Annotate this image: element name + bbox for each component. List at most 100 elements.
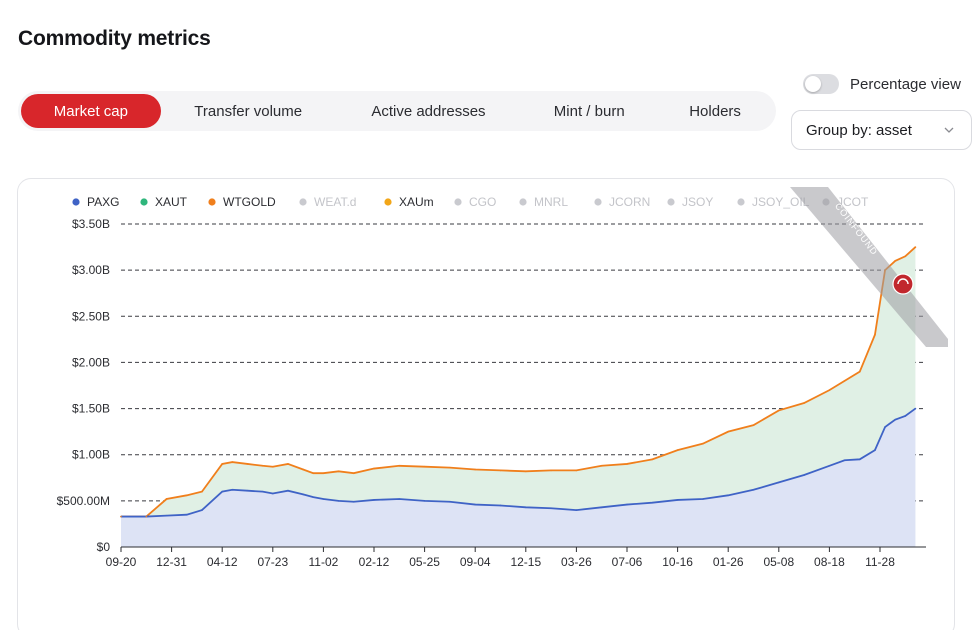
legend-item-cgo[interactable]: CGO: [469, 195, 496, 209]
paxg-point: [727, 494, 729, 497]
legend-marker-mnrl: [519, 198, 527, 206]
xaut-point: [702, 442, 704, 445]
legend-marker-jcorn: [594, 198, 602, 206]
percentage-view-toggle[interactable]: [803, 74, 839, 94]
paxg-point: [874, 449, 876, 451]
x-tick-label: 09-04: [460, 555, 491, 569]
paxg-point: [449, 500, 451, 503]
paxg-point: [201, 509, 203, 511]
legend-item-weatd[interactable]: WEAT.d: [314, 195, 356, 209]
paxg-point: [884, 426, 886, 428]
xaut-point: [398, 464, 401, 467]
xaut-area: [121, 247, 916, 517]
xaut-point: [752, 424, 755, 426]
legend-item-mnrl[interactable]: MNRL: [534, 195, 568, 209]
xaut-point: [499, 469, 502, 472]
x-tick-label: 05-08: [763, 555, 794, 569]
y-tick-label: $1.00B: [72, 448, 110, 462]
xaut-point: [626, 463, 628, 465]
legend-marker-cgo: [454, 198, 462, 206]
paxg-point: [894, 418, 896, 421]
xaut-point: [287, 463, 289, 465]
xaut-point: [651, 458, 654, 461]
legend-item-jcorn[interactable]: JCORN: [609, 195, 650, 209]
x-tick-label: 11-28: [865, 555, 895, 569]
xaut-point: [261, 464, 264, 467]
page-title: Commodity metrics: [18, 27, 211, 50]
xaut-point: [575, 469, 578, 472]
legend-item-jsoyoil[interactable]: JSOY_OIL: [752, 195, 810, 209]
legend-item-wtgold[interactable]: WTGOLD: [223, 195, 276, 209]
x-tick-label: 12-31: [156, 555, 187, 569]
xaut-point: [312, 472, 315, 474]
paxg-point: [525, 506, 527, 509]
legend-item-jcot[interactable]: JCOT: [837, 195, 869, 209]
legend-marker-jsoy: [667, 198, 675, 206]
paxg-point: [231, 488, 234, 491]
xaut-point: [165, 498, 168, 500]
y-tick-label: $3.00B: [72, 263, 110, 277]
paxg-point: [373, 499, 375, 501]
paxg-point: [312, 496, 315, 498]
paxg-point: [499, 504, 502, 507]
paxg-point: [398, 498, 401, 500]
chevron-down-icon: [944, 127, 954, 133]
paxg-point: [904, 415, 907, 417]
market-cap-chart: $0 $500.00M $1.00B $1.50B $2.00B $2.50B $3.00B…: [57, 187, 948, 569]
paxg-point: [803, 474, 805, 476]
paxg-point: [261, 490, 264, 493]
xaut-point: [550, 469, 552, 472]
legend-item-jsoy[interactable]: JSOY: [682, 195, 713, 209]
paxg-area: [121, 408, 916, 547]
tab-mint-burn[interactable]: Mint / burn: [553, 102, 625, 120]
chart-card: $0 $500.00M $1.00B $1.50B $2.00B $2.50B $3.00B…: [17, 178, 955, 630]
paxg-point: [246, 489, 249, 492]
paxg-point: [550, 507, 552, 510]
xaut-point: [231, 461, 234, 463]
paxg-point: [423, 500, 426, 502]
xaut-point: [727, 430, 729, 433]
xaut-point: [828, 389, 831, 391]
paxg-point: [474, 503, 477, 506]
tab-active-addresses[interactable]: Active addresses: [371, 102, 486, 120]
x-tick-label: 02-12: [359, 555, 390, 569]
percentage-view-control: Percentage view: [803, 74, 961, 94]
coinfound-logo-icon: [892, 273, 914, 295]
xaut-point: [337, 470, 340, 473]
group-by-select[interactable]: Group by: asset: [791, 110, 972, 150]
y-tick-label: $2.00B: [72, 355, 110, 369]
paxg-point: [843, 459, 846, 462]
percentage-view-label: Percentage view: [850, 75, 961, 93]
x-tick-label: 11-02: [308, 555, 338, 569]
xaut-point: [322, 472, 325, 474]
x-tick-label: 10-16: [662, 555, 693, 569]
legend-marker-jsoyoil: [737, 198, 745, 206]
y-tick-label: $3.50B: [72, 217, 110, 231]
xaut-point: [803, 402, 805, 404]
x-tick-label: 07-23: [257, 555, 288, 569]
paxg-point: [914, 407, 917, 410]
xaut-point: [423, 465, 426, 468]
y-tick-label: $1.50B: [72, 402, 110, 416]
paxg-point: [272, 492, 274, 495]
legend-marker-paxg: [72, 198, 80, 206]
legend-item-xaum[interactable]: XAUm: [399, 195, 434, 209]
paxg-point: [352, 500, 355, 503]
legend-item-xaut[interactable]: XAUT: [155, 195, 188, 209]
xaut-point: [449, 466, 451, 469]
y-tick-label: $2.50B: [72, 309, 110, 323]
tab-holders[interactable]: Holders: [689, 102, 741, 120]
paxg-point: [828, 464, 831, 467]
x-tick-label: 04-12: [207, 555, 238, 569]
x-tick-label: 01-26: [713, 555, 744, 569]
tab-market-cap[interactable]: Market cap: [21, 94, 161, 128]
legend-marker-xaum: [384, 198, 392, 206]
legend-item-paxg[interactable]: PAXG: [87, 195, 119, 209]
xaut-point: [874, 333, 876, 336]
xaut-point: [525, 470, 527, 473]
paxg-point: [165, 514, 168, 517]
tab-transfer-volume[interactable]: Transfer volume: [194, 102, 303, 120]
paxg-point: [752, 488, 755, 491]
paxg-series-line: [121, 407, 916, 518]
xaut-point: [778, 409, 780, 412]
